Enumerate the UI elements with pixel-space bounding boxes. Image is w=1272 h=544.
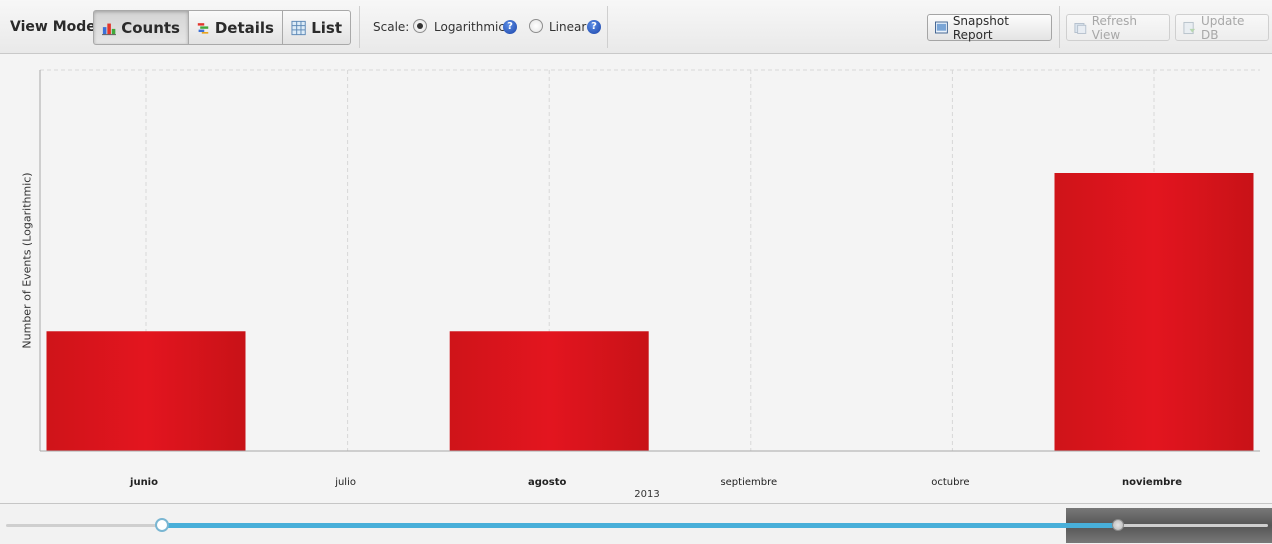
toolbar-separator [607,6,608,48]
refresh-view-label: Refresh View [1091,13,1138,42]
details-icon [197,22,209,34]
logarithmic-radio[interactable] [413,19,427,33]
update-db-icon [1183,21,1196,34]
bar-junio[interactable] [46,331,246,451]
counts-mode-button[interactable]: Counts [93,10,189,45]
x-tick-label-agosto: agosto [528,477,567,488]
scale-label: Scale: [373,20,410,34]
toolbar-separator [359,6,360,48]
list-mode-button[interactable]: List [282,10,351,45]
time-range-slider[interactable] [0,503,1272,544]
refresh-icon [1074,22,1087,34]
bar-noviembre[interactable] [1054,173,1254,451]
counts-mode-label: Counts [121,18,180,37]
update-db-label: Update DB [1200,13,1245,42]
x-tick-label-octubre: octubre [931,477,969,488]
x-axis-year-label: 2013 [634,489,660,500]
event-count-chart: junio julio agosto septiembre octubre noviemb… [39,69,1260,488]
view-mode-label: View Mode: [10,19,102,35]
slider-selection-fill [162,523,1118,528]
list-mode-label: List [311,18,342,37]
bar-chart-icon [102,23,117,35]
details-mode-label: Details [214,18,274,37]
linear-label[interactable]: Linear [549,20,587,34]
linear-radio[interactable] [529,19,543,33]
logarithmic-help-icon[interactable]: ? [503,20,517,34]
update-db-button[interactable]: Update DB [1175,13,1269,42]
x-tick-label-noviembre: noviembre [1122,477,1182,488]
x-tick-label-junio: junio [129,477,158,488]
refresh-view-button[interactable]: Refresh View [1066,13,1170,42]
logarithmic-label[interactable]: Logarithmic [434,20,505,34]
linear-help-icon[interactable]: ? [587,20,601,34]
details-mode-button[interactable]: Details [188,10,283,45]
x-tick-label-septiembre: septiembre [720,477,777,488]
table-icon [291,20,306,35]
toolbar-separator [1059,6,1060,48]
x-tick-label-julio: julio [334,477,356,488]
snapshot-report-label: Snapshot Report [952,13,1009,42]
range-end-handle[interactable] [1111,519,1124,531]
range-start-handle[interactable] [155,518,170,532]
snapshot-report-button[interactable]: Snapshot Report [927,13,1052,42]
bar-agosto[interactable] [449,331,649,451]
snapshot-icon [935,21,948,34]
toolbar: View Mode: Counts Details List Scale: [0,0,1272,54]
